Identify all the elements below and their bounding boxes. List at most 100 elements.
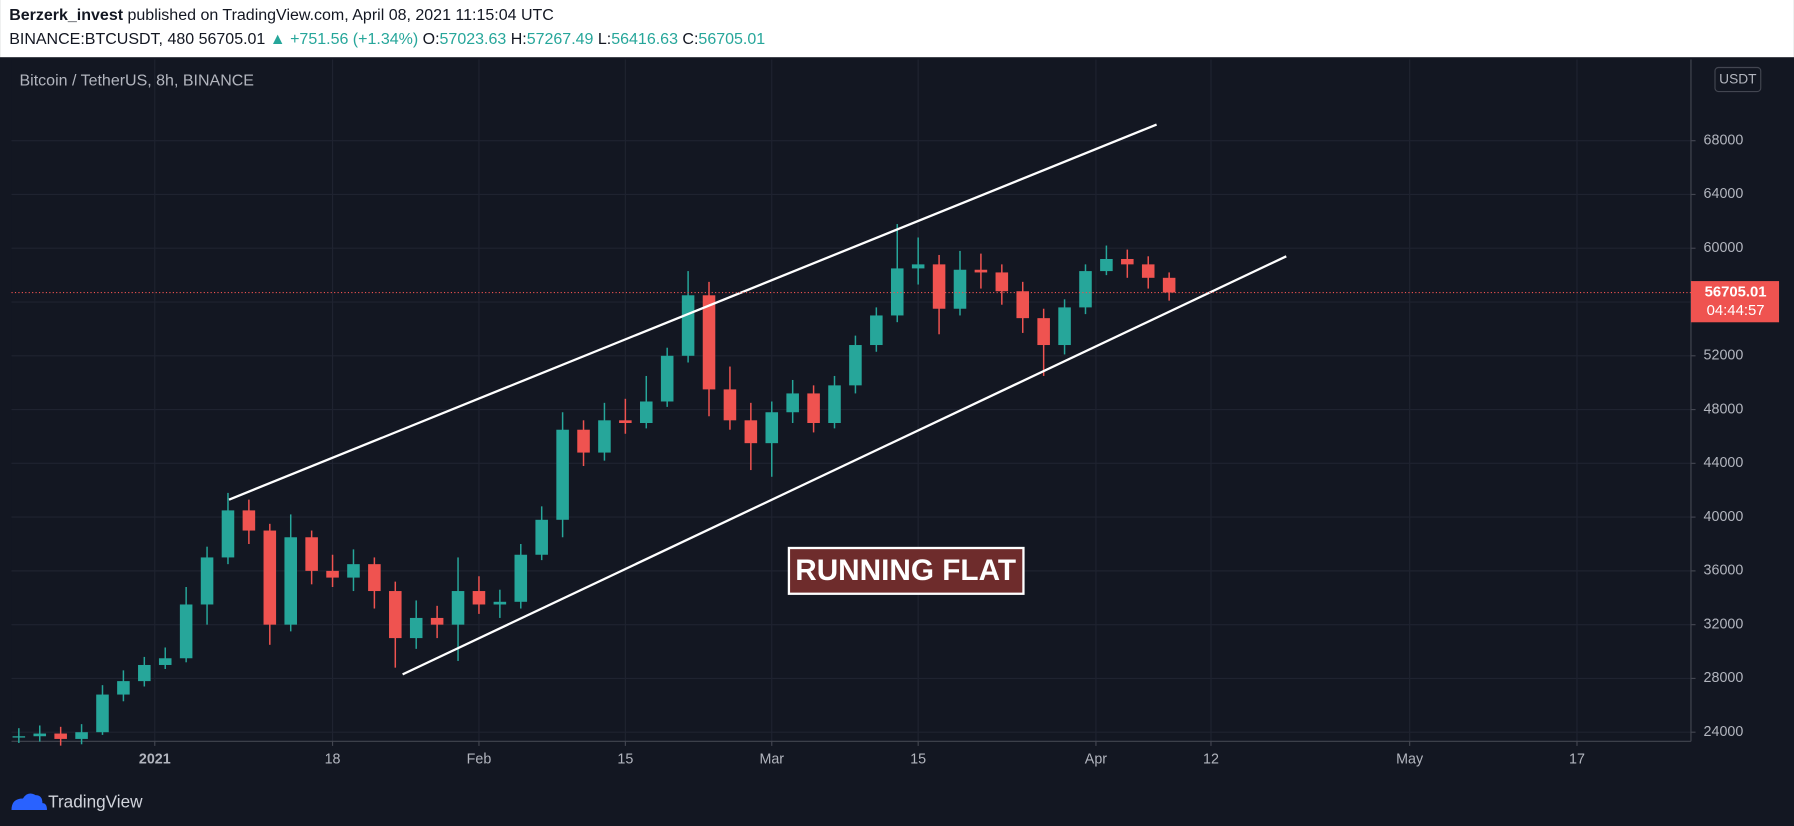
symbol: BINANCE:BTCUSDT, 480 — [9, 31, 194, 48]
header-line: Berzerk_invest published on TradingView.… — [9, 7, 554, 24]
up-arrow: ▲ — [270, 31, 286, 48]
candle-body — [765, 412, 779, 444]
y-tick-label: 28000 — [1704, 670, 1744, 686]
ohlc-label: L: — [598, 31, 611, 48]
candle-body — [221, 510, 235, 558]
ohlc-label: C: — [682, 31, 698, 48]
price: 56705.01 — [199, 31, 266, 48]
symbol-line: BINANCE:BTCUSDT, 480 56705.01 ▲ +751.56 … — [9, 31, 765, 48]
candle-body — [138, 664, 151, 682]
trendline — [228, 123, 1158, 501]
candle-body — [702, 295, 716, 390]
countdown: 04:44:57 — [1707, 303, 1765, 319]
candle-body — [535, 519, 548, 555]
candle-body — [1016, 291, 1030, 319]
x-tick-label: 2021 — [139, 751, 171, 767]
currency: USDT — [1719, 72, 1757, 87]
candle-body — [1100, 258, 1113, 272]
x-tick-label: Mar — [759, 751, 784, 767]
y-tick-label: 36000 — [1704, 563, 1744, 579]
candle-body — [1162, 277, 1176, 293]
candle-body — [786, 393, 799, 413]
ohlc-label: H: — [511, 31, 527, 48]
price-label-box — [1690, 281, 1780, 323]
trendline — [402, 255, 1287, 676]
y-tick-label: 60000 — [1704, 240, 1744, 256]
candle-body — [284, 537, 297, 625]
candle-body — [389, 591, 402, 639]
candle-body — [451, 591, 465, 625]
x-tick-label: Apr — [1085, 751, 1107, 767]
x-tick-label: 15 — [617, 751, 633, 767]
candle-body — [54, 733, 67, 739]
candle-body — [1121, 258, 1134, 265]
candle-body — [577, 429, 590, 453]
candle-body — [368, 564, 381, 592]
currency-badge — [1714, 66, 1762, 93]
ohlc-label: O: — [423, 31, 440, 48]
header-bar — [0, 0, 1794, 58]
chart-title: Bitcoin / TetherUS, 8h, BINANCE — [20, 72, 254, 89]
logo: TradingView — [11, 792, 143, 812]
candle-body — [1037, 318, 1050, 346]
candle-body — [96, 694, 109, 733]
ohlc-value: 57267.49 — [527, 31, 594, 48]
author: Berzerk_invest — [9, 7, 124, 24]
y-tick-label: 68000 — [1704, 132, 1744, 148]
candle-body — [932, 264, 946, 309]
candle-body — [200, 557, 214, 605]
logo-text: TradingView — [48, 792, 143, 812]
candle-body — [723, 389, 737, 421]
logo-icon — [11, 793, 47, 810]
candle-body — [242, 510, 256, 531]
candle-body — [1079, 271, 1092, 308]
price-label: 56705.01 — [1705, 284, 1767, 300]
annotation-box — [787, 546, 1025, 595]
candle-body — [639, 401, 653, 424]
candle-body — [974, 269, 988, 273]
ohlc-value: 57023.63 — [440, 31, 507, 48]
y-tick-label: 24000 — [1704, 724, 1744, 740]
y-tick-label: 44000 — [1704, 455, 1744, 471]
candle-body — [12, 736, 26, 738]
candle-body — [681, 295, 695, 356]
y-tick-label: 52000 — [1704, 348, 1744, 364]
candle-body — [305, 537, 318, 571]
x-tick-label: 12 — [1203, 751, 1219, 767]
candle-body — [493, 601, 507, 605]
y-tick-label: 40000 — [1704, 509, 1744, 525]
candle-body — [179, 604, 193, 659]
candle-body — [158, 658, 172, 665]
candle-body — [409, 617, 423, 639]
candle-body — [514, 554, 528, 602]
y-tick-label: 64000 — [1704, 186, 1744, 202]
candle-body — [744, 420, 758, 444]
candle-body — [75, 732, 88, 739]
candle-body — [619, 420, 632, 424]
ohlc-value: 56705.01 — [698, 31, 765, 48]
candle-body — [556, 429, 569, 520]
candle-body — [890, 268, 904, 316]
x-tick-label: 15 — [910, 751, 926, 767]
candle-body — [598, 420, 611, 453]
candle-body — [995, 272, 1009, 292]
candle-body — [347, 564, 360, 578]
x-tick-label: Feb — [467, 751, 492, 767]
candle-body — [911, 264, 925, 269]
candle-body — [263, 530, 277, 625]
plot: 24000 28000 32000 36000 40000 44000 48000 52000… — [11, 59, 1780, 767]
candle-body — [117, 681, 130, 695]
candle-body — [472, 591, 486, 605]
x-tick-label: 17 — [1569, 751, 1585, 767]
candle-body — [660, 355, 674, 402]
candle-body — [849, 345, 862, 386]
candle-body — [870, 315, 883, 346]
x-tick-label: May — [1396, 751, 1424, 767]
ohlc-value: 56416.63 — [611, 31, 678, 48]
candle-body — [1058, 307, 1071, 346]
x-tick-label: 18 — [325, 751, 341, 767]
annotation-text: RUNNING FLAT — [795, 554, 1016, 587]
candle-body — [807, 393, 820, 424]
